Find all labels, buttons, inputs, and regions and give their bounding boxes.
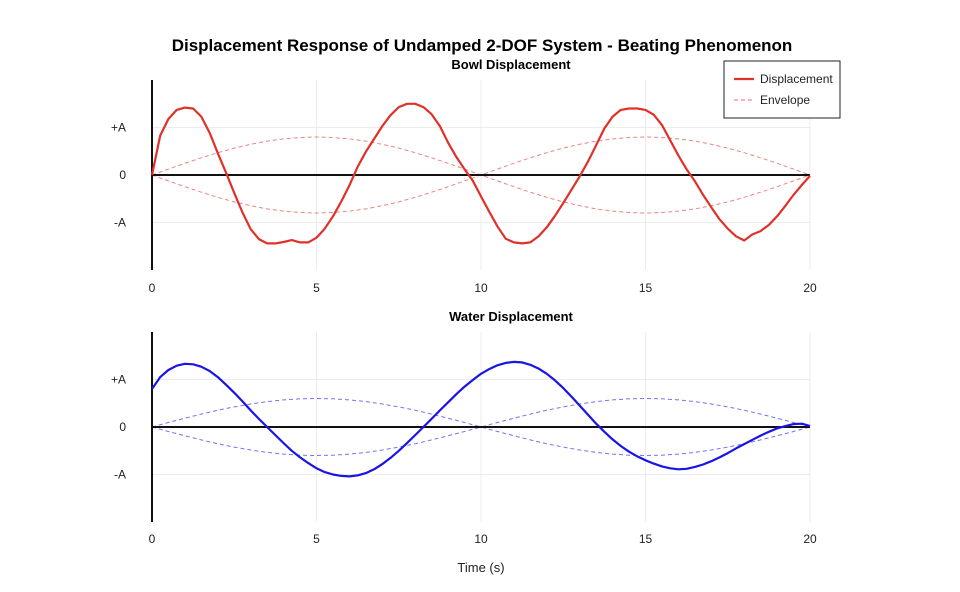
x-tick-label: 5 xyxy=(313,532,320,546)
y-tick-label: +A xyxy=(111,373,126,387)
subplot-title: Water Displacement xyxy=(449,309,573,324)
y-tick-label: -A xyxy=(114,216,126,230)
y-tick-label: -A xyxy=(114,468,126,482)
y-tick-label: 0 xyxy=(119,168,126,182)
x-tick-label: 10 xyxy=(474,532,488,546)
x-tick-label: 15 xyxy=(639,532,653,546)
envelope-lower xyxy=(151,426,811,457)
chart-title: Displacement Response of Undamped 2-DOF … xyxy=(172,36,793,55)
legend-entry-label: Envelope xyxy=(760,93,810,107)
x-tick-label: 20 xyxy=(803,532,817,546)
envelope-upper xyxy=(151,397,811,428)
x-tick-label: 0 xyxy=(149,532,156,546)
x-tick-label: 10 xyxy=(474,281,488,295)
legend-box xyxy=(723,60,841,119)
subplot-title: Bowl Displacement xyxy=(451,57,571,72)
legend-entry-label: Displacement xyxy=(760,72,833,86)
y-tick-label: +A xyxy=(111,121,126,135)
legend: Displacement Envelope xyxy=(723,60,841,119)
subplot-1: Bowl Displacement 0 5 10 15 20 +A 0 -A Displaceme… xyxy=(111,57,841,295)
chart-panels: Bowl Displacement 0 5 10 15 20 +A 0 -A Displaceme… xyxy=(111,57,841,575)
x-axis-label: Time (s) xyxy=(457,560,504,575)
displacement-line xyxy=(150,102,811,245)
x-tick-label: 20 xyxy=(803,281,817,295)
y-tick-label: 0 xyxy=(119,420,126,434)
x-tick-label: 0 xyxy=(149,281,156,295)
x-tick-label: 15 xyxy=(639,281,653,295)
subplot-2: Water Displacement 0 5 10 15 20 +A 0 -A Time (s) xyxy=(111,309,817,575)
x-tick-label: 5 xyxy=(313,281,320,295)
displacement-line xyxy=(151,360,811,478)
